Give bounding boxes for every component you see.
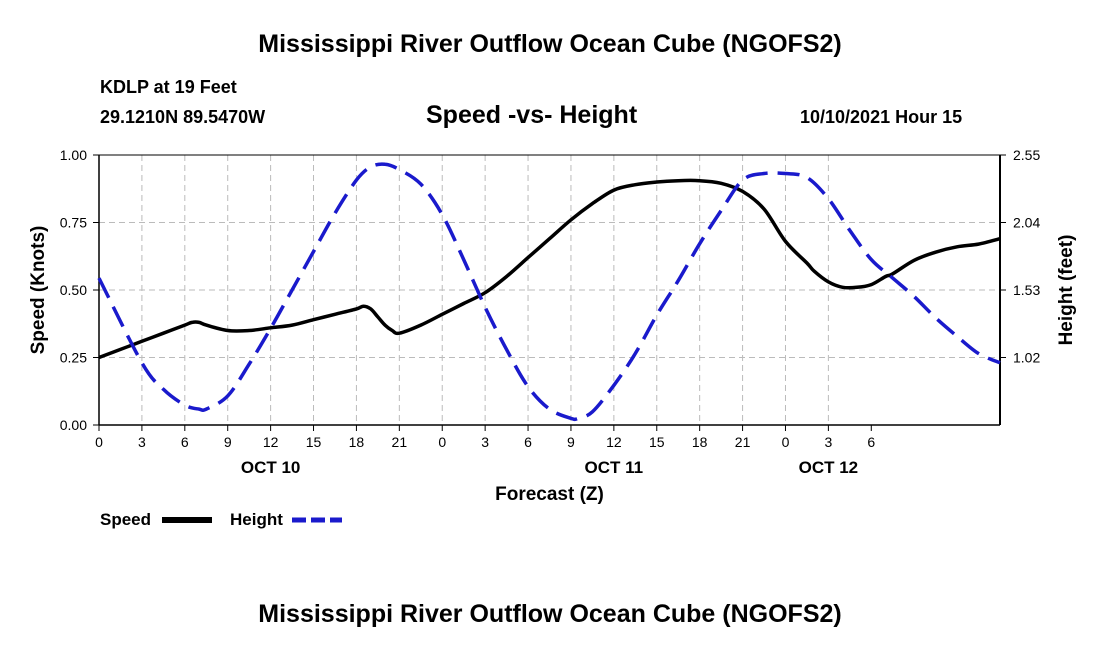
x-tick-label: 0 (782, 434, 790, 450)
x-tick-label: 21 (392, 434, 408, 450)
coordinates-label: 29.1210N 89.5470W (100, 107, 266, 127)
chart-title: Mississippi River Outflow Ocean Cube (NG… (258, 30, 842, 58)
speed-series-line (98, 178, 1001, 360)
x-tick-label: 18 (349, 434, 365, 450)
x-tick-label: 3 (481, 434, 489, 450)
x-axis-label: Forecast (Z) (495, 484, 604, 505)
x-tick-label: 3 (824, 434, 832, 450)
x-tick-label: 6 (867, 434, 875, 450)
x-tick-label: 18 (692, 434, 708, 450)
x-tick-label: 12 (606, 434, 622, 450)
y-left-tick-label: 0.00 (60, 417, 87, 433)
x-tick-label: 9 (567, 434, 575, 450)
x-date-label: OCT 12 (799, 458, 859, 477)
x-tick-label: 15 (306, 434, 322, 450)
forecast-datetime: 10/10/2021 Hour 15 (800, 107, 963, 127)
x-tick-label: 12 (263, 434, 279, 450)
x-tick-label: 15 (649, 434, 665, 450)
chart-subtitle: Speed -vs- Height (426, 101, 638, 129)
x-tick-label: 3 (138, 434, 146, 450)
y-right-tick-label: 2.04 (1013, 215, 1040, 231)
y-left-tick-label: 0.25 (60, 350, 87, 366)
y-right-axis-label: Height (feet) (1056, 235, 1077, 346)
legend-height-label: Height (230, 510, 283, 529)
y-left-tick-label: 1.00 (60, 147, 87, 163)
height-series-line (97, 162, 1001, 422)
legend-speed-label: Speed (100, 510, 151, 529)
x-tick-label: 0 (438, 434, 446, 450)
x-tick-label: 0 (95, 434, 103, 450)
y-left-tick-label: 0.50 (60, 282, 87, 298)
station-label: KDLP at 19 Feet (100, 77, 237, 97)
x-date-label: OCT 11 (585, 458, 644, 477)
x-tick-label: 6 (524, 434, 532, 450)
y-left-axis-label: Speed (Knots) (28, 226, 49, 355)
x-date-label: OCT 10 (241, 458, 301, 477)
y-right-tick-label: 2.55 (1013, 147, 1040, 163)
x-tick-label: 6 (181, 434, 189, 450)
y-right-tick-label: 1.02 (1013, 350, 1040, 366)
x-tick-label: 9 (224, 434, 232, 450)
y-right-tick-label: 1.53 (1013, 282, 1040, 298)
x-tick-label: 21 (735, 434, 751, 450)
footer-title: Mississippi River Outflow Ocean Cube (NG… (258, 600, 842, 628)
y-left-tick-label: 0.75 (60, 215, 87, 231)
